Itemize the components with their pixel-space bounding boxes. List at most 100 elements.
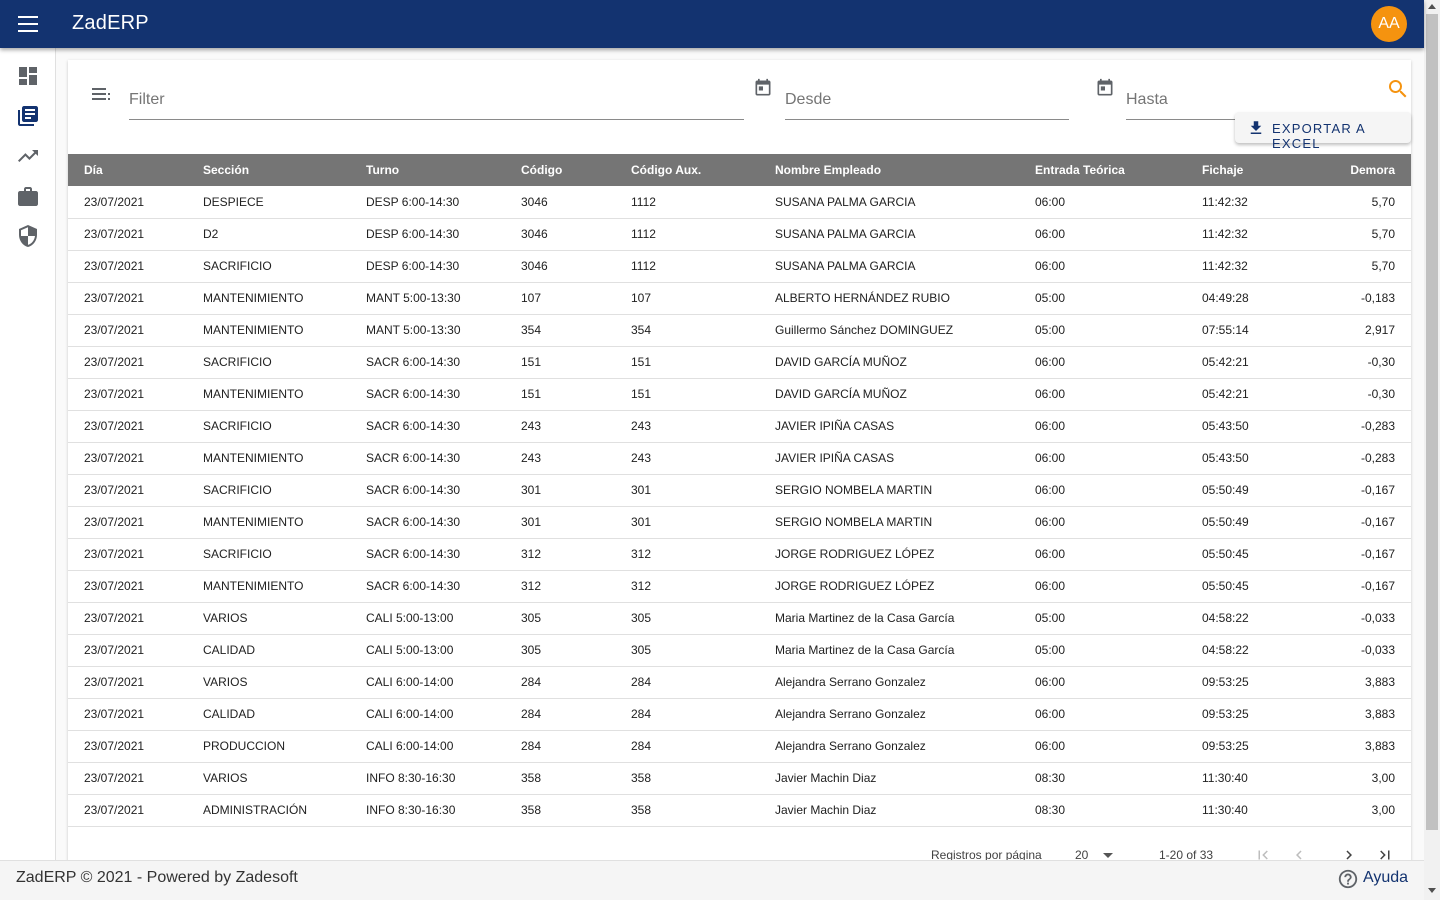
table-cell: 3,883	[1364, 739, 1395, 753]
table-row[interactable]: 23/07/2021 CALIDAD CALI 5:00-13:00 305 305 Ma…	[68, 634, 1411, 666]
prev-page-icon[interactable]	[1290, 846, 1308, 864]
table-cell: MANT 5:00-13:30	[366, 323, 461, 337]
table-cell: MANTENIMIENTO	[203, 579, 304, 593]
table-cell: 23/07/2021	[84, 707, 145, 721]
column-header[interactable]: Entrada Teórica	[1035, 163, 1125, 177]
table-cell: 301	[631, 483, 652, 497]
scrollbar-thumb[interactable]	[1426, 14, 1438, 830]
briefcase-icon[interactable]	[16, 184, 40, 208]
library-books-icon[interactable]	[16, 104, 40, 128]
table-cell: SACR 6:00-14:30	[366, 387, 461, 401]
next-page-icon[interactable]	[1340, 846, 1358, 864]
column-header[interactable]: Código Aux.	[631, 163, 702, 177]
menu-icon[interactable]	[18, 16, 38, 32]
table-cell: SUSANA PALMA GARCIA	[775, 259, 916, 273]
table-cell: Alejandra Serrano Gonzalez	[775, 675, 926, 689]
column-header[interactable]: Código	[521, 163, 563, 177]
table-row[interactable]: 23/07/2021 MANTENIMIENTO SACR 6:00-14:30 30…	[68, 506, 1411, 538]
table-cell: 284	[631, 707, 652, 721]
table-cell: 11:42:32	[1202, 194, 1248, 209]
filter-list-icon[interactable]	[92, 86, 112, 102]
table-row[interactable]: 23/07/2021 VARIOS CALI 5:00-13:00 305 305 Mar…	[68, 602, 1411, 634]
last-page-icon[interactable]	[1376, 846, 1394, 864]
table-cell: 151	[521, 355, 542, 369]
table-row[interactable]: 23/07/2021 DESPIECE DESP 6:00-14:30 3046 111…	[68, 186, 1411, 218]
user-avatar[interactable]: AA	[1371, 6, 1407, 42]
hasta-date-field[interactable]	[1126, 76, 1378, 120]
table-row[interactable]: 23/07/2021 SACRIFICIO DESP 6:00-14:30 3046 1…	[68, 250, 1411, 282]
table-cell: SACR 6:00-14:30	[366, 451, 461, 465]
table-row[interactable]: 23/07/2021 SACRIFICIO SACR 6:00-14:30 301 30…	[68, 474, 1411, 506]
table-row[interactable]: 23/07/2021 PRODUCCION CALI 6:00-14:00 284 28…	[68, 730, 1411, 762]
table-cell: 23/07/2021	[84, 355, 145, 369]
table-row[interactable]: 23/07/2021 MANTENIMIENTO SACR 6:00-14:30 24…	[68, 442, 1411, 474]
column-header[interactable]: Demora	[1350, 163, 1395, 177]
table-cell: 06:00	[1035, 419, 1066, 433]
table-cell: 06:00	[1035, 451, 1066, 465]
filter-field[interactable]	[129, 76, 744, 120]
table-cell: SACR 6:00-14:30	[366, 355, 461, 369]
table-cell: 305	[521, 643, 542, 657]
column-header[interactable]: Fichaje	[1202, 163, 1244, 177]
table-cell: 284	[631, 739, 652, 753]
table-cell: SACRIFICIO	[203, 547, 272, 561]
table-cell: 06:00	[1035, 547, 1066, 561]
table-row[interactable]: 23/07/2021 VARIOS CALI 6:00-14:00 284 284 Ale…	[68, 666, 1411, 698]
table-row[interactable]: 23/07/2021 ADMINISTRACIÓN INFO 8:30-16:30 3…	[68, 794, 1411, 826]
chevron-down-icon[interactable]	[1103, 853, 1113, 858]
calendar-icon[interactable]	[753, 77, 773, 99]
calendar-icon[interactable]	[1095, 77, 1115, 99]
desde-input[interactable]	[785, 76, 1069, 118]
rows-per-page-label: Registros por página	[931, 848, 1042, 862]
column-header[interactable]: Nombre Empleado	[775, 163, 882, 177]
table-row[interactable]: 23/07/2021 MANTENIMIENTO MANT 5:00-13:30 35…	[68, 314, 1411, 346]
table-cell: 23/07/2021	[84, 227, 145, 241]
table-cell: SACR 6:00-14:30	[366, 547, 461, 561]
hasta-input[interactable]	[1126, 76, 1378, 118]
rows-per-page-select[interactable]: 20	[1075, 848, 1089, 862]
table-cell: 23/07/2021	[84, 579, 145, 593]
table-row[interactable]: 23/07/2021 D2 DESP 6:00-14:30 3046 1112 SUSAN…	[68, 218, 1411, 250]
table-cell: VARIOS	[203, 771, 248, 785]
table-row[interactable]: 23/07/2021 MANTENIMIENTO SACR 6:00-14:30 15…	[68, 378, 1411, 410]
filter-input[interactable]	[129, 76, 744, 118]
table-cell: 243	[521, 451, 542, 465]
table-cell: SACR 6:00-14:30	[366, 483, 461, 497]
column-header[interactable]: Turno	[366, 163, 400, 177]
table-row[interactable]: 23/07/2021 SACRIFICIO SACR 6:00-14:30 312 31…	[68, 538, 1411, 570]
table-cell: 23/07/2021	[84, 291, 145, 305]
column-header[interactable]: Día	[84, 163, 103, 177]
table-row[interactable]: 23/07/2021 SACRIFICIO SACR 6:00-14:30 243 24…	[68, 410, 1411, 442]
table-row[interactable]: 23/07/2021 CALIDAD CALI 6:00-14:00 284 284 Al…	[68, 698, 1411, 730]
table-cell: -0,167	[1360, 483, 1395, 497]
top-app-bar: ZadERP AA	[0, 0, 1424, 48]
table-cell: 358	[521, 771, 542, 785]
table-cell: Alejandra Serrano Gonzalez	[775, 707, 926, 721]
page-scrollbar[interactable]	[1424, 0, 1440, 900]
table-row[interactable]: 23/07/2021 MANTENIMIENTO MANT 5:00-13:30 10…	[68, 282, 1411, 314]
trending-up-icon[interactable]	[16, 144, 40, 168]
table-cell: -0,283	[1360, 419, 1395, 433]
desde-date-field[interactable]	[785, 76, 1069, 120]
table-row[interactable]: 23/07/2021 MANTENIMIENTO SACR 6:00-14:30 31…	[68, 570, 1411, 602]
table-cell: 06:00	[1035, 259, 1066, 273]
first-page-icon[interactable]	[1254, 846, 1272, 864]
shield-icon[interactable]	[16, 224, 40, 248]
column-header[interactable]: Sección	[203, 163, 250, 177]
scroll-up-arrow-icon[interactable]	[1428, 4, 1436, 9]
help-circle-icon[interactable]	[1337, 868, 1359, 890]
table-row[interactable]: 23/07/2021 SACRIFICIO SACR 6:00-14:30 151 15…	[68, 346, 1411, 378]
help-link[interactable]: Ayuda	[1363, 869, 1409, 886]
export-excel-label: EXPORTAR A EXCEL	[1272, 121, 1366, 151]
table-cell: 06:00	[1035, 675, 1066, 689]
table-cell: 23/07/2021	[84, 739, 145, 753]
table-cell: MANTENIMIENTO	[203, 323, 304, 337]
table-row[interactable]: 23/07/2021 VARIOS INFO 8:30-16:30 358 358 Jav…	[68, 762, 1411, 794]
table-cell: 06:00	[1035, 579, 1066, 593]
search-icon[interactable]	[1386, 77, 1410, 101]
dashboard-icon[interactable]	[16, 64, 40, 88]
export-excel-button[interactable]: EXPORTAR A EXCEL	[1235, 112, 1411, 151]
table-cell: SACRIFICIO	[203, 419, 272, 433]
scroll-down-arrow-icon[interactable]	[1428, 888, 1436, 893]
table-cell: 3046	[521, 227, 548, 241]
